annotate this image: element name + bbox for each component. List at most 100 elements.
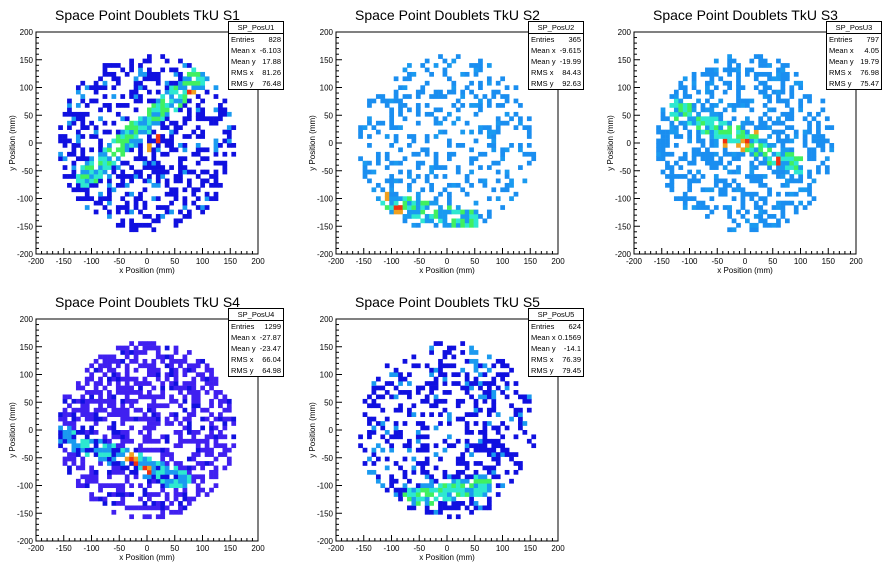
heatmap-cell bbox=[429, 367, 434, 373]
heatmap-cell bbox=[762, 160, 768, 166]
heatmap-cell bbox=[678, 165, 684, 170]
heatmap-cell bbox=[776, 191, 781, 197]
heatmap-cell bbox=[665, 138, 670, 144]
heatmap-cell bbox=[793, 160, 799, 166]
heatmap-cell bbox=[129, 94, 134, 99]
x-tick-label: 0 bbox=[743, 257, 748, 266]
heatmap-cell bbox=[375, 394, 381, 400]
heatmap-cell bbox=[120, 447, 126, 453]
heatmap-cell bbox=[173, 147, 179, 153]
heatmap-cell bbox=[504, 394, 510, 400]
y-tick-label: 0 bbox=[329, 426, 334, 435]
heatmap-cell bbox=[164, 151, 170, 157]
heatmap-cell bbox=[447, 514, 452, 520]
stats-label: RMS x bbox=[531, 68, 554, 77]
heatmap-cell bbox=[713, 160, 719, 166]
heatmap-cell bbox=[460, 478, 466, 484]
heatmap-cell bbox=[147, 165, 152, 170]
heatmap-cell bbox=[460, 416, 466, 422]
heatmap-cell bbox=[762, 156, 768, 162]
heatmap-cell bbox=[169, 147, 174, 153]
y-tick-label: -150 bbox=[615, 222, 632, 231]
heatmap-cell bbox=[415, 160, 421, 166]
heatmap-cell bbox=[147, 214, 152, 219]
stats-label: RMS x bbox=[231, 68, 254, 77]
heatmap-cell bbox=[455, 501, 461, 506]
stats-row: RMS x 66.04 bbox=[229, 354, 283, 365]
heatmap-cell bbox=[531, 443, 537, 449]
heatmap-cell bbox=[513, 191, 519, 197]
heatmap-cell bbox=[464, 461, 470, 466]
heatmap-cell bbox=[111, 425, 117, 431]
heatmap-cell bbox=[478, 483, 483, 489]
heatmap-cell bbox=[780, 67, 786, 73]
heatmap-cell bbox=[155, 501, 161, 506]
heatmap-cell bbox=[178, 58, 183, 64]
heatmap-cell bbox=[178, 385, 183, 391]
heatmap-cell bbox=[478, 443, 483, 449]
heatmap-cell bbox=[138, 125, 143, 130]
heatmap-cell bbox=[802, 94, 808, 99]
heatmap-cell bbox=[89, 465, 95, 471]
stats-box: SP_PosU4 Entries 1299 Mean x -27.87 Mean y -23… bbox=[228, 308, 284, 377]
heatmap-cell bbox=[433, 151, 439, 157]
heatmap-cell bbox=[129, 178, 134, 184]
stats-box: SP_PosU2 Entries 365 Mean x -9.615 Mean y -19.… bbox=[528, 21, 584, 90]
heatmap-cell bbox=[129, 134, 134, 139]
heatmap-cell bbox=[384, 196, 390, 202]
heatmap-cell bbox=[142, 200, 148, 206]
heatmap-cell bbox=[473, 111, 479, 117]
heatmap-cell bbox=[460, 209, 466, 215]
heatmap-cell bbox=[209, 398, 214, 404]
heatmap-cell bbox=[195, 483, 201, 489]
heatmap-cell bbox=[486, 385, 492, 391]
stats-row: RMS x 76.98 bbox=[827, 67, 881, 78]
y-tick-label: 150 bbox=[20, 343, 34, 352]
heatmap-cell bbox=[58, 438, 63, 444]
heatmap-cell bbox=[758, 214, 764, 219]
heatmap-cell bbox=[222, 98, 228, 104]
heatmap-cell bbox=[380, 98, 386, 104]
heatmap-cell bbox=[173, 461, 179, 466]
heatmap-cell bbox=[129, 376, 134, 382]
heatmap-cell bbox=[745, 218, 750, 224]
heatmap-cell bbox=[473, 376, 479, 382]
heatmap-cell bbox=[218, 160, 223, 166]
heatmap-cell bbox=[433, 398, 439, 404]
stats-label: RMS y bbox=[531, 366, 554, 375]
heatmap-cell bbox=[660, 143, 666, 148]
heatmap-cell bbox=[486, 421, 492, 426]
heatmap-cell bbox=[687, 187, 693, 193]
heatmap-cell bbox=[209, 474, 214, 480]
heatmap-cell bbox=[151, 71, 157, 77]
heatmap-cell bbox=[780, 89, 786, 95]
heatmap-cell bbox=[393, 205, 399, 210]
heatmap-cell bbox=[393, 430, 399, 435]
heatmap-cell bbox=[129, 174, 134, 179]
heatmap-cell bbox=[415, 421, 421, 426]
y-tick-label: 100 bbox=[618, 84, 632, 93]
heatmap-cell bbox=[820, 107, 826, 113]
heatmap-cell bbox=[469, 452, 474, 457]
heatmap-cell bbox=[98, 178, 103, 184]
heatmap-cell bbox=[151, 505, 157, 511]
heatmap-cell bbox=[173, 443, 179, 449]
heatmap-cell bbox=[67, 452, 72, 457]
heatmap-cell bbox=[89, 178, 95, 184]
heatmap-cell bbox=[178, 98, 183, 104]
heatmap-cell bbox=[464, 487, 470, 493]
heatmap-cell bbox=[89, 372, 95, 378]
heatmap-cell bbox=[173, 71, 179, 77]
heatmap-cell bbox=[84, 196, 90, 202]
x-tick-label: 100 bbox=[496, 257, 510, 266]
heatmap-cell bbox=[767, 85, 772, 91]
heatmap-cell bbox=[722, 80, 728, 86]
heatmap-cell bbox=[691, 160, 697, 166]
heatmap-cell bbox=[218, 403, 223, 409]
heatmap-cell bbox=[147, 438, 152, 444]
heatmap-cell bbox=[142, 492, 148, 497]
heatmap-cell bbox=[424, 205, 430, 210]
heatmap-cell bbox=[718, 178, 724, 184]
heatmap-cell bbox=[478, 492, 483, 497]
stats-box: SP_PosU3 Entries 797 Mean x 4.05 Mean y 19.79 R… bbox=[826, 21, 882, 90]
